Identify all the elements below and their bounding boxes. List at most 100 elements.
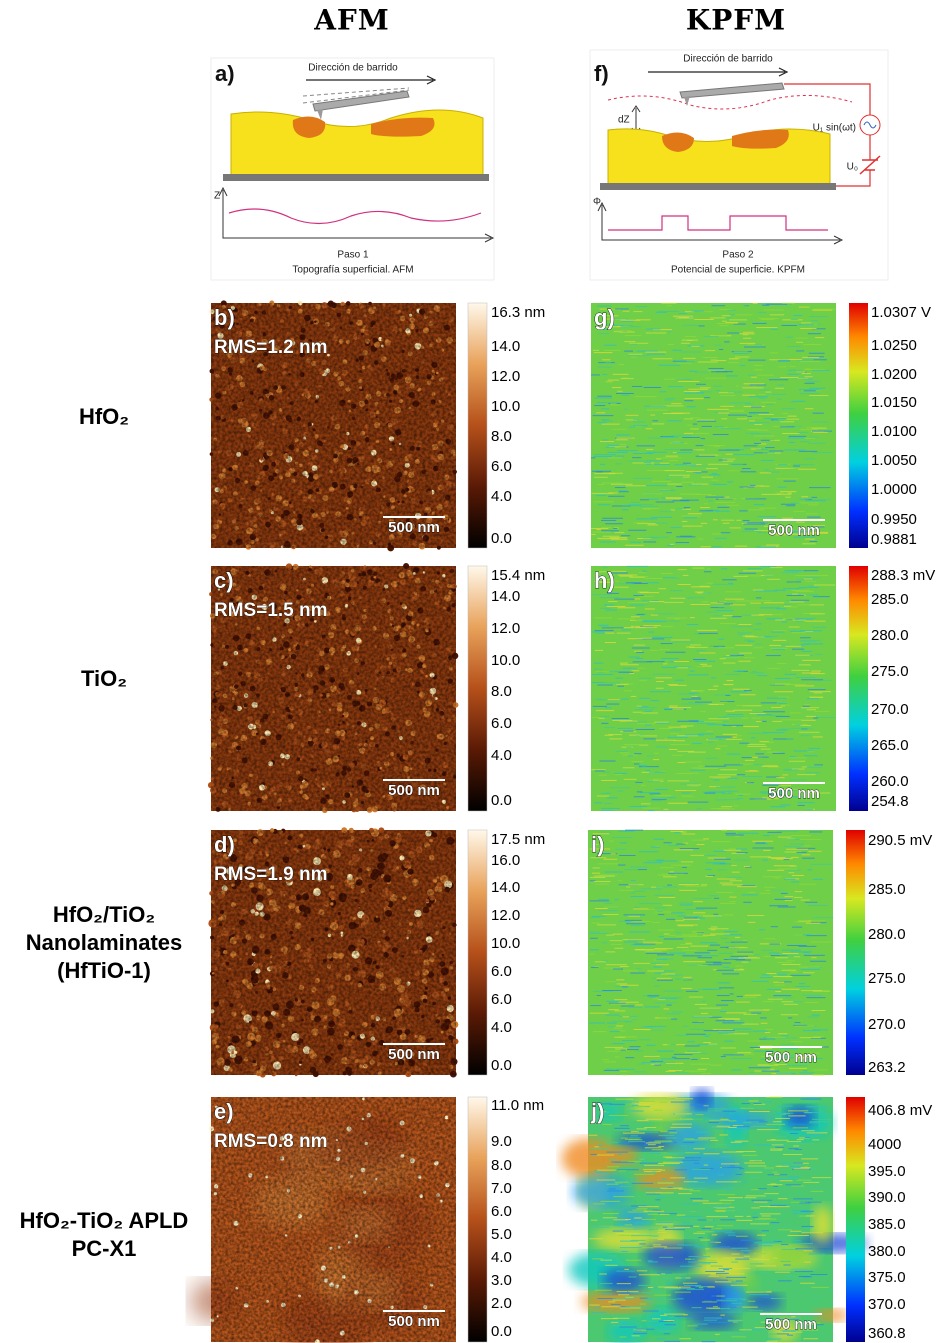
panel-label: b) xyxy=(214,305,235,330)
colorbar-label: 2.0 xyxy=(491,1295,512,1312)
colorbar-label: 14.0 xyxy=(491,879,520,896)
kpfm-background xyxy=(588,830,833,1075)
axis-label: Z xyxy=(214,191,220,202)
colorbar-label: 8.0 xyxy=(491,428,512,445)
colorbar-label: 16.3 nm xyxy=(491,304,545,321)
panel-label: g) xyxy=(594,305,615,330)
colorbar-label: 4.0 xyxy=(491,488,512,505)
arrow xyxy=(306,75,437,85)
colorbar-label: 3.0 xyxy=(491,1272,512,1289)
afm-grain xyxy=(211,566,456,811)
colorbar-label: 1.0100 xyxy=(871,423,917,440)
colorbar-label: 1.0200 xyxy=(871,366,917,383)
colorbar xyxy=(849,303,868,548)
deflection xyxy=(302,87,410,104)
colorbar-label: 15.4 nm xyxy=(491,567,545,584)
colorbar-label: 265.0 xyxy=(871,737,909,754)
lift-path xyxy=(607,95,853,110)
colorbar-label: 0.9950 xyxy=(871,511,917,528)
potential-region xyxy=(814,1309,849,1322)
colorbar-label: 263.2 xyxy=(868,1059,906,1076)
afm-image xyxy=(207,562,459,814)
kpfm-image xyxy=(561,1088,868,1343)
cantilever xyxy=(312,90,410,112)
potential-region xyxy=(561,1138,617,1179)
colorbar-label: 4.0 xyxy=(491,1249,512,1266)
signal xyxy=(608,215,828,231)
potential-region xyxy=(672,1278,737,1317)
kpfm-image xyxy=(591,302,836,548)
potential-region xyxy=(712,1231,758,1256)
colorbar-label: 8.0 xyxy=(491,683,512,700)
colorbar-label: 4.0 xyxy=(491,747,512,764)
scan-direction: Dirección de barrido xyxy=(683,54,773,65)
colorbar-label: 0.0 xyxy=(491,1323,512,1340)
axes xyxy=(218,186,495,243)
domain xyxy=(662,132,694,152)
scale-bar-label: 500 nm xyxy=(768,522,820,539)
panel-label: d) xyxy=(214,832,235,857)
colorbar-label: 14.0 xyxy=(491,338,520,355)
colorbar-label: 285.0 xyxy=(868,881,906,898)
caption: Paso 1 xyxy=(337,250,369,261)
scale-bar-label: 500 nm xyxy=(388,782,440,799)
tip xyxy=(317,109,323,120)
potential-region xyxy=(617,1132,679,1151)
colorbar-label: 6.0 xyxy=(491,991,512,1008)
tip xyxy=(684,96,690,106)
ac-wave xyxy=(863,121,877,129)
material-label: Nanolaminates xyxy=(26,930,183,955)
colorbar-label: 6.0 xyxy=(491,963,512,980)
potential-region xyxy=(643,1241,701,1271)
colorbar-label: 0.9881 xyxy=(871,531,917,548)
rms-label: RMS=1.5 nm xyxy=(214,600,328,621)
scale-bar-label: 500 nm xyxy=(765,1049,817,1066)
colorbar-label: 285.0 xyxy=(871,591,909,608)
kpfm-image xyxy=(588,829,834,1076)
colorbar xyxy=(467,302,488,549)
material-label: (HfTiO-1) xyxy=(57,958,151,983)
panel-label: i) xyxy=(591,832,604,857)
column-header: KPFM xyxy=(686,4,786,37)
scale-bar-label: 500 nm xyxy=(388,1313,440,1330)
colorbar-label: 6.0 xyxy=(491,715,512,732)
potential-region xyxy=(784,1105,816,1129)
material-label: HfO₂-TiO₂ APLD xyxy=(20,1208,189,1233)
potential-region xyxy=(691,1088,713,1110)
colorbar-label: 280.0 xyxy=(871,627,909,644)
potential-region xyxy=(723,1283,745,1313)
colorbar-label: 288.3 mV xyxy=(871,567,935,584)
colorbar-label: 254.8 xyxy=(871,793,909,810)
kpfm-image xyxy=(591,565,836,812)
colorbar-label: 1.0150 xyxy=(871,394,917,411)
colorbar-label: 5.0 xyxy=(491,1226,512,1243)
colorbar-label: 10.0 xyxy=(491,398,520,415)
ac-label: U₁ sin(ωt) xyxy=(813,123,856,134)
scale-bar-label: 500 nm xyxy=(388,519,440,536)
afm-image xyxy=(190,1097,456,1343)
material-label: HfO₂/TiO₂ xyxy=(53,902,155,927)
colorbar-label: 10.0 xyxy=(491,935,520,952)
colorbar-label: 14.0 xyxy=(491,588,520,605)
colorbar-label: 0.0 xyxy=(491,792,512,809)
circuit xyxy=(784,83,871,187)
afm-grain xyxy=(211,303,456,548)
panel-label: f) xyxy=(594,61,609,86)
cantilever xyxy=(679,82,785,99)
colorbar-label: 12.0 xyxy=(491,620,520,637)
kpfm-schematic: f) Dirección de barrido dZ U₁ sin(ωt) U₀ Φ Pas… xyxy=(589,49,889,281)
colorbar-label: 0.0 xyxy=(491,1057,512,1074)
colorbar-label: 9.0 xyxy=(491,1133,512,1150)
caption: Paso 2 xyxy=(722,250,754,261)
colorbar-label: 16.0 xyxy=(491,852,520,869)
colorbar-label: 10.0 xyxy=(491,652,520,669)
colorbar-label: 12.0 xyxy=(491,368,520,385)
caption: Potencial de superficie. KPFM xyxy=(671,265,805,276)
colorbar-label: 8.0 xyxy=(491,1157,512,1174)
colorbar-label: 11.0 nm xyxy=(491,1097,544,1114)
domain xyxy=(371,117,435,137)
scan-direction: Dirección de barrido xyxy=(308,63,398,74)
material-label: PC-X1 xyxy=(72,1236,137,1261)
material-label: HfO₂ xyxy=(79,404,129,429)
potential-region xyxy=(631,1093,690,1119)
